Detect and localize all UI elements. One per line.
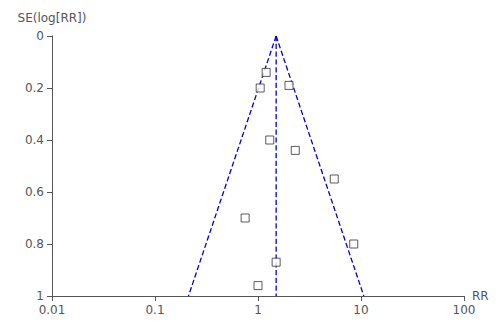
svg-text:0: 0 bbox=[36, 29, 44, 43]
svg-text:0.8: 0.8 bbox=[25, 237, 44, 251]
svg-text:10: 10 bbox=[353, 303, 368, 317]
svg-text:0.2: 0.2 bbox=[25, 81, 44, 95]
svg-text:0.01: 0.01 bbox=[39, 303, 66, 317]
svg-text:RR: RR bbox=[472, 289, 489, 303]
svg-text:0.1: 0.1 bbox=[145, 303, 164, 317]
svg-text:1: 1 bbox=[36, 289, 44, 303]
svg-text:100: 100 bbox=[453, 303, 476, 317]
svg-text:0.4: 0.4 bbox=[25, 133, 44, 147]
svg-text:SE(log[RR]): SE(log[RR]) bbox=[18, 11, 87, 25]
svg-text:0.6: 0.6 bbox=[25, 185, 44, 199]
svg-text:1: 1 bbox=[254, 303, 262, 317]
